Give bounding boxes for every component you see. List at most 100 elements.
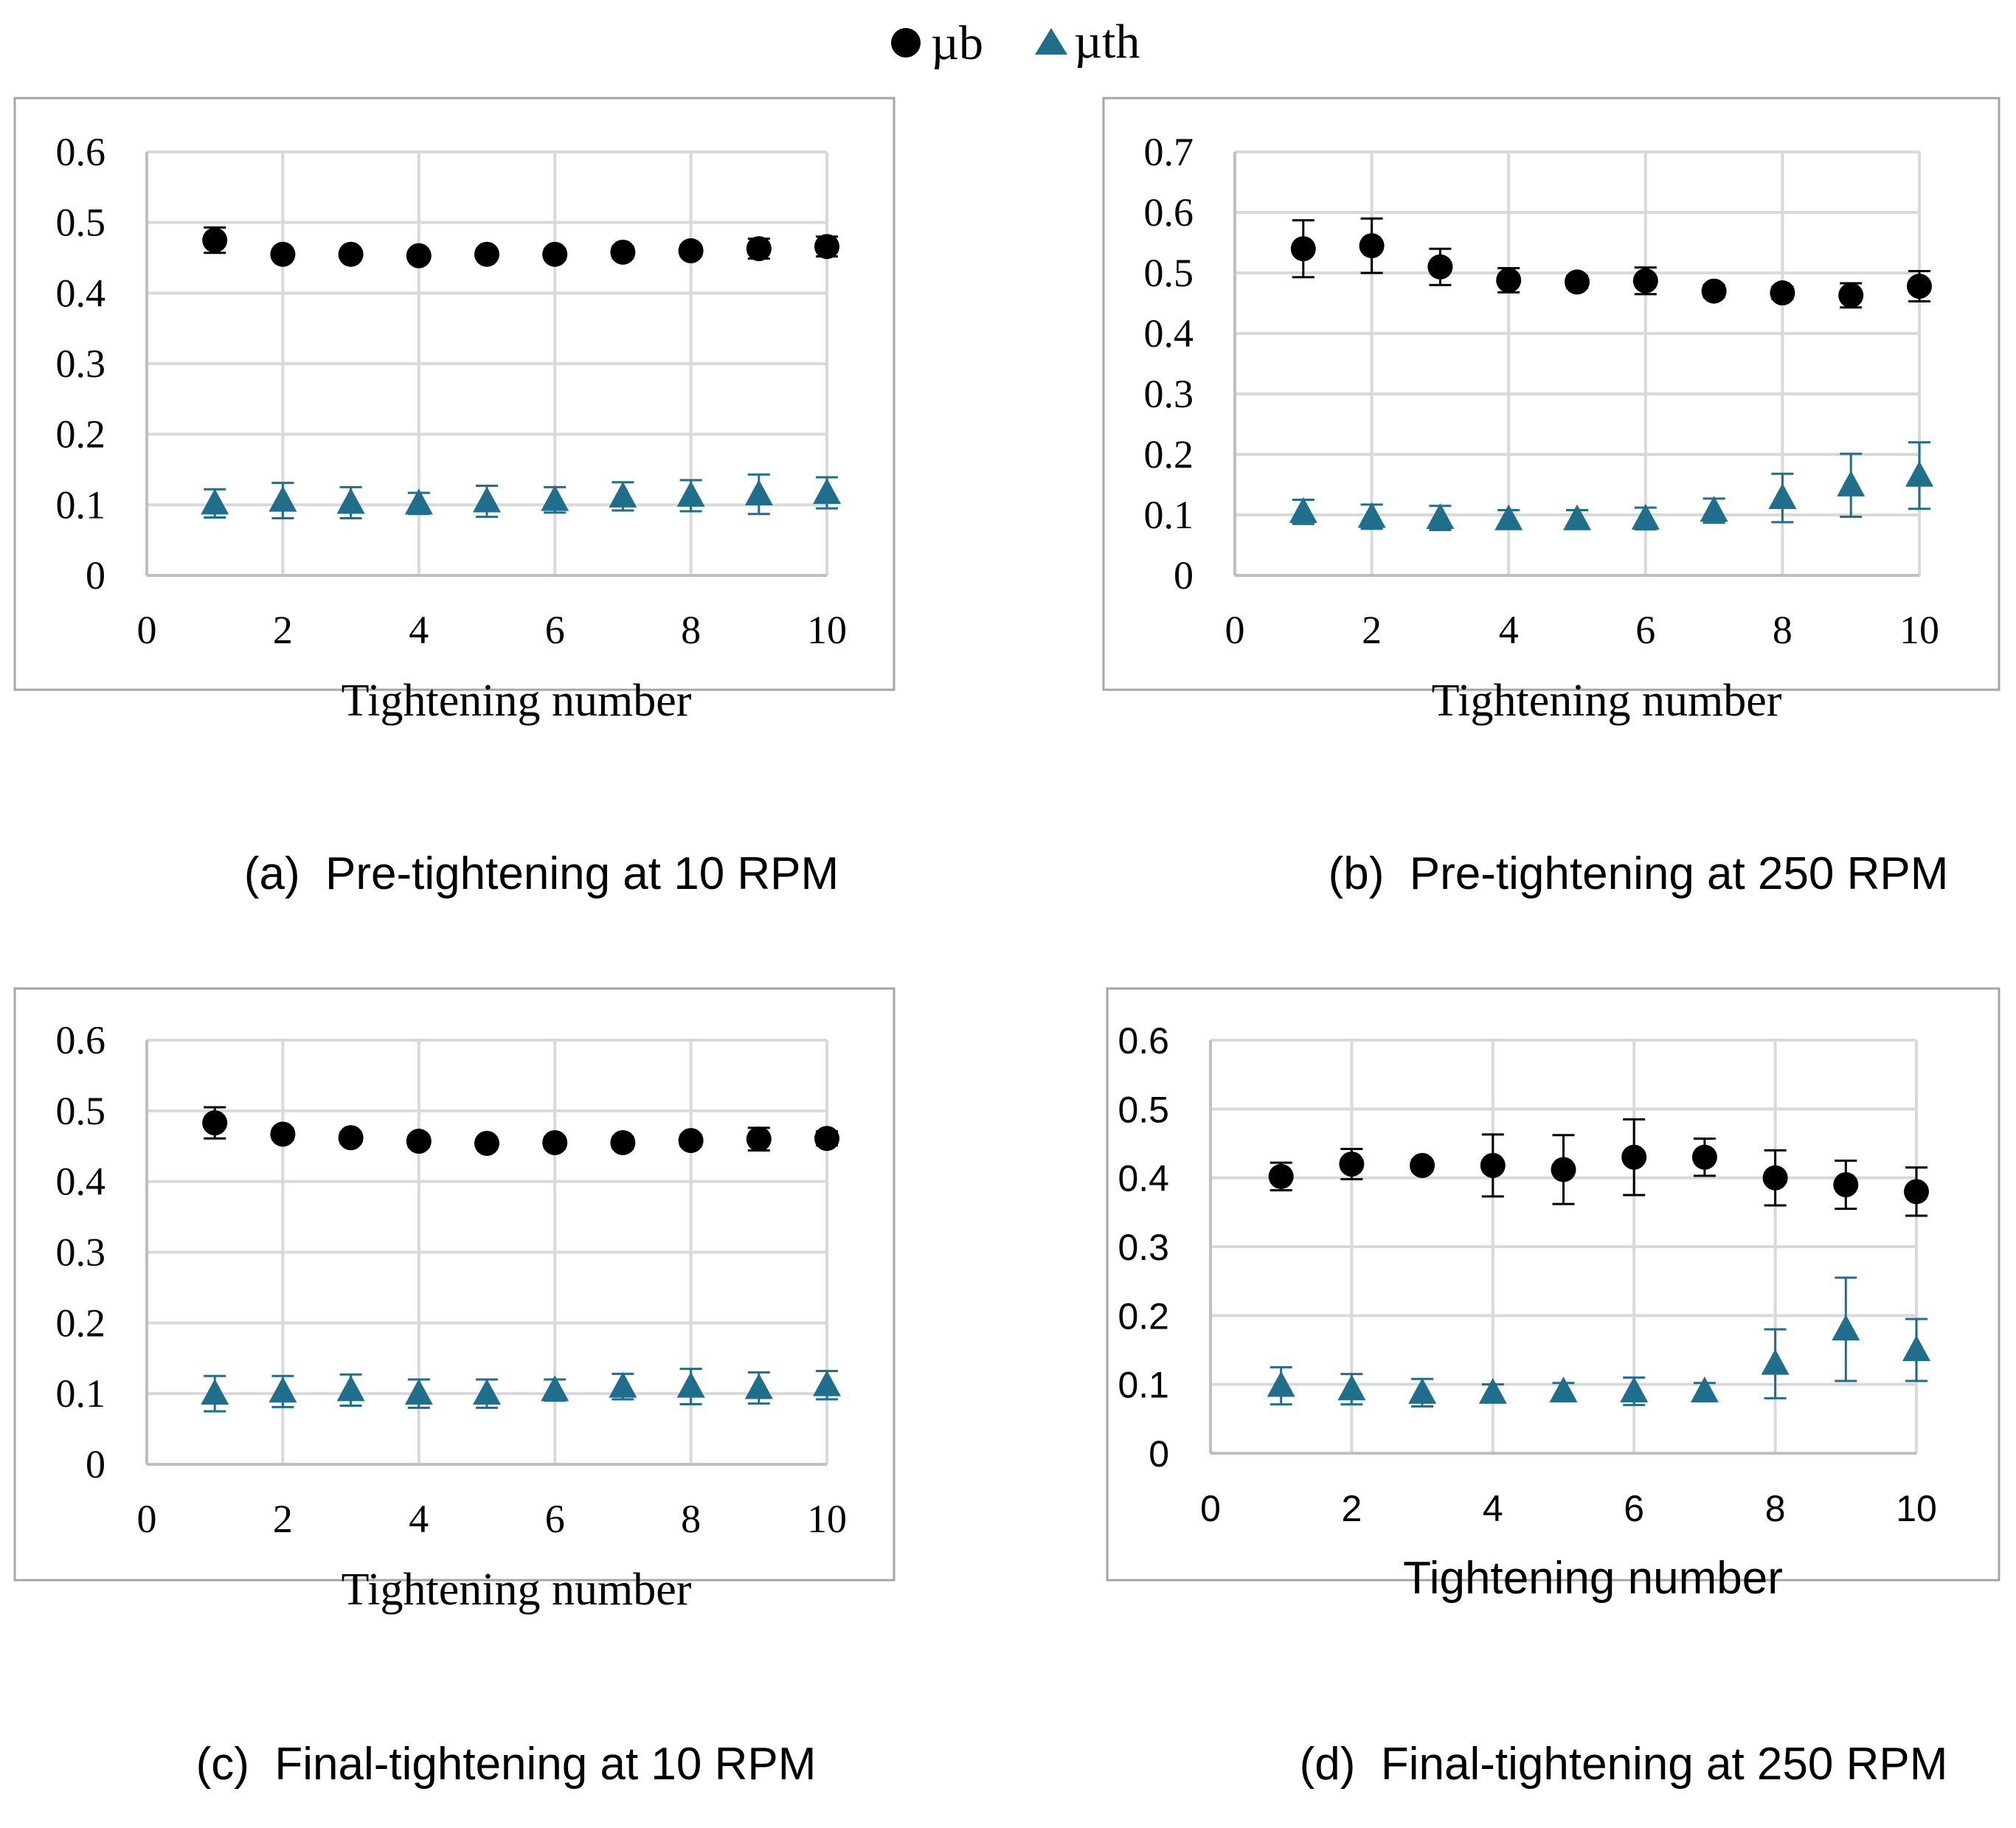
legend-triangle-marker [1035, 28, 1067, 55]
data-point-muth [1837, 470, 1866, 496]
data-point-muth [1690, 1377, 1719, 1402]
y-tick-label: 0 [86, 1442, 105, 1486]
data-point-mub [1632, 268, 1658, 294]
data-point-mub [1770, 280, 1795, 306]
y-tick-label: 0 [1174, 553, 1194, 598]
data-point-muth [201, 488, 229, 515]
data-point-mub [1359, 233, 1385, 259]
x-tick-label: 6 [1635, 608, 1655, 652]
data-point-muth [1357, 502, 1386, 528]
y-tick-label: 0.1 [1144, 493, 1194, 537]
data-point-mub [270, 241, 296, 267]
y-tick-label: 0.3 [1144, 372, 1194, 416]
x-tick-label: 6 [1624, 1488, 1644, 1529]
x-tick-label: 2 [273, 608, 293, 652]
data-point-muth [541, 485, 569, 511]
data-point-muth [1337, 1374, 1366, 1401]
caption: (c) Final-tightening at 10 RPM [196, 1739, 817, 1790]
data-point-mub [1290, 236, 1316, 262]
x-tick-label: 2 [1341, 1488, 1362, 1529]
y-tick-label: 0.6 [1118, 1020, 1169, 1062]
data-point-muth [1700, 496, 1728, 522]
data-point-mub [542, 1129, 568, 1155]
y-tick-label: 0.2 [56, 412, 106, 457]
caption-text: Final-tightening at 10 RPM [274, 1739, 816, 1790]
caption-label: (d) [1300, 1739, 1381, 1790]
legend-circle-marker [891, 28, 921, 58]
x-tick-label: 4 [1483, 1488, 1503, 1529]
data-point-muth [1761, 1349, 1790, 1375]
data-point-mub [814, 1126, 839, 1152]
data-point-mub [1268, 1163, 1294, 1189]
x-axis-title: Tightening number [1432, 676, 1782, 726]
x-tick-label: 0 [1225, 608, 1245, 652]
data-point-muth [609, 481, 637, 508]
data-point-mub [1762, 1165, 1788, 1191]
data-point-mub [610, 239, 636, 265]
data-point-muth [609, 1371, 637, 1398]
y-tick-label: 0.5 [56, 1089, 106, 1133]
data-point-mub [1496, 267, 1522, 293]
data-point-mub [474, 241, 499, 267]
data-point-mub [1907, 274, 1932, 300]
data-point-mub [1480, 1152, 1506, 1178]
legend: µb µth [891, 15, 1140, 70]
y-tick-label: 0.2 [1144, 432, 1194, 477]
data-point-muth [1426, 503, 1455, 530]
x-tick-label: 6 [545, 608, 565, 652]
data-point-muth [541, 1375, 569, 1402]
caption-label: (c) [196, 1739, 275, 1790]
data-point-mub [474, 1130, 499, 1156]
x-tick-label: 6 [545, 1497, 565, 1541]
data-point-muth [1905, 460, 1933, 487]
y-tick-label: 0 [86, 553, 105, 598]
data-point-mub [1701, 278, 1727, 304]
data-point-mub [338, 1125, 364, 1151]
x-tick-label: 8 [681, 608, 701, 652]
y-tick-label: 0.6 [56, 1018, 106, 1062]
caption-text: Pre-tightening at 250 RPM [1410, 848, 1949, 899]
x-tick-label: 4 [409, 608, 429, 652]
x-tick-label: 0 [137, 1497, 157, 1541]
data-point-mub [542, 241, 568, 267]
caption: (d) Final-tightening at 250 RPM [1300, 1739, 1948, 1790]
data-point-mub [1551, 1157, 1576, 1183]
y-tick-label: 0.5 [56, 201, 106, 245]
y-tick-label: 0.5 [1144, 251, 1194, 295]
y-tick-label: 0.5 [1118, 1089, 1169, 1130]
y-tick-label: 0.6 [56, 130, 106, 174]
data-point-muth [1289, 496, 1317, 523]
data-point-mub [1427, 254, 1453, 280]
data-point-muth [269, 1377, 297, 1403]
data-point-muth [1478, 1377, 1507, 1404]
chart-frame [1106, 987, 2001, 1582]
x-tick-label: 4 [1499, 608, 1519, 652]
y-tick-label: 0.3 [56, 1230, 106, 1275]
data-point-muth [1631, 503, 1660, 530]
data-point-muth [676, 480, 705, 507]
data-point-mub [1691, 1144, 1717, 1170]
y-tick-label: 0.1 [56, 482, 106, 527]
data-point-muth [1768, 483, 1797, 510]
data-point-mub [1410, 1152, 1435, 1178]
x-tick-label: 8 [1773, 608, 1792, 652]
caption-label: (a) [244, 848, 325, 899]
data-point-mub [678, 238, 704, 263]
data-point-muth [1620, 1377, 1649, 1402]
data-point-muth [404, 488, 433, 515]
data-point-mub [202, 227, 228, 253]
data-point-muth [1267, 1371, 1295, 1397]
data-point-muth [744, 1373, 773, 1399]
chart-frame [13, 97, 896, 691]
y-tick-label: 0.2 [1118, 1295, 1169, 1337]
caption: (b) Pre-tightening at 250 RPM [1329, 848, 1949, 899]
caption: (a) Pre-tightening at 10 RPM [244, 848, 839, 899]
data-point-mub [1833, 1172, 1859, 1197]
data-point-muth [336, 488, 365, 514]
data-point-muth [813, 478, 841, 505]
y-tick-label: 0.1 [56, 1371, 106, 1416]
data-point-muth [473, 486, 501, 513]
y-tick-label: 0 [1149, 1433, 1169, 1475]
data-point-muth [1832, 1315, 1860, 1340]
